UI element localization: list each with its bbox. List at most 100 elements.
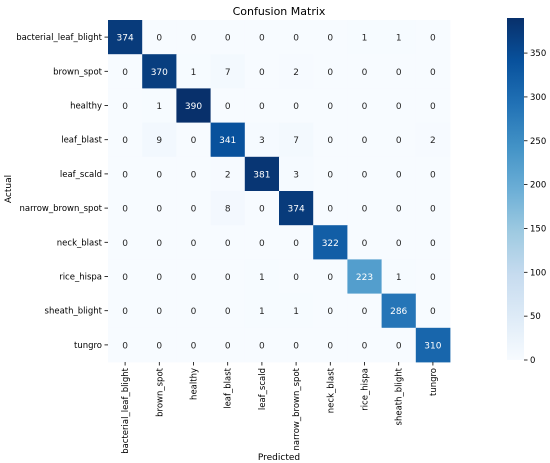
heatmap-cell <box>381 293 417 329</box>
y-tick-label: bacterial_leaf_blight <box>16 33 102 43</box>
heatmap-cell <box>279 156 314 192</box>
x-tick-labels: bacterial_leaf_blight brown_spot healthy le… <box>121 362 439 454</box>
cell-value-label: 0 <box>225 341 231 351</box>
cell-value-label: 1 <box>362 34 368 44</box>
heatmap-cell <box>313 191 348 226</box>
cell-value-label: 1 <box>259 273 265 283</box>
heatmap-cell <box>176 156 211 192</box>
cell-value-label: 1 <box>191 68 197 78</box>
heatmap-cell <box>381 225 417 260</box>
heatmap-cell <box>347 327 382 363</box>
heatmap-cell <box>415 259 451 294</box>
cell-value-label: 0 <box>430 239 436 249</box>
heatmap-cell <box>279 259 314 294</box>
cell-value-label: 0 <box>293 34 299 44</box>
heatmap-cell <box>176 259 211 294</box>
cell-value-label: 0 <box>122 170 128 180</box>
heatmap-cell <box>210 191 246 226</box>
heatmap-cell <box>313 225 348 260</box>
cell-value-label: 0 <box>430 34 436 44</box>
cell-value-label: 7 <box>225 68 231 78</box>
x-tick-label: brown_spot <box>155 367 165 417</box>
heatmap-cell <box>415 327 451 363</box>
cell-value-label: 0 <box>156 273 162 283</box>
cell-value-label: 0 <box>362 68 368 78</box>
heatmap-cell <box>347 20 382 55</box>
cell-value-label: 0 <box>259 205 265 215</box>
cell-value-label: 0 <box>430 102 436 112</box>
cell-value-label: 0 <box>396 68 402 78</box>
cell-value-label: 374 <box>288 205 305 215</box>
heatmap-cell <box>244 327 280 363</box>
heatmap-cell <box>108 156 143 192</box>
x-tick-label: leaf_scald <box>258 368 268 410</box>
cell-value-label: 0 <box>225 102 231 112</box>
cell-value-label: 0 <box>327 68 333 78</box>
cell-value-label: 0 <box>225 239 231 249</box>
cell-value-label: 0 <box>362 205 368 215</box>
heatmap-cell <box>313 122 348 158</box>
cell-value-label: 0 <box>396 341 402 351</box>
heatmap-cell <box>210 88 246 123</box>
heatmap-cell <box>210 293 246 329</box>
heatmap-cell <box>381 20 417 55</box>
heatmap-cell <box>108 88 143 123</box>
heatmap-cell <box>347 122 382 158</box>
heatmap-cell <box>381 88 417 123</box>
heatmap-cell <box>142 156 177 192</box>
colorbar-tick-label: 100 <box>530 268 546 278</box>
cell-value-label: 0 <box>293 239 299 249</box>
cell-value-label: 0 <box>191 170 197 180</box>
heatmap-cell <box>415 54 451 89</box>
x-tick-label: bacterial_leaf_blight <box>121 367 131 453</box>
cell-value-label: 0 <box>362 341 368 351</box>
cell-value-label: 0 <box>156 34 162 44</box>
colorbar-tick-label: 350 <box>530 49 546 59</box>
cell-value-label: 310 <box>424 341 441 351</box>
cell-value-label: 0 <box>327 341 333 351</box>
heatmap-cell <box>210 327 246 363</box>
cell-value-label: 0 <box>122 307 128 317</box>
cell-value-label: 0 <box>122 102 128 112</box>
heatmap-cell <box>176 327 211 363</box>
cell-value-label: 0 <box>327 136 333 146</box>
heatmap-cell <box>176 20 211 55</box>
cell-value-label: 3 <box>293 170 299 180</box>
heatmap-cell <box>210 54 246 89</box>
cell-value-label: 0 <box>122 239 128 249</box>
cell-value-label: 0 <box>122 341 128 351</box>
heatmap-cell <box>415 122 451 158</box>
cell-value-label: 390 <box>185 102 202 112</box>
heatmap-cell <box>176 191 211 226</box>
cell-value-label: 2 <box>430 136 436 146</box>
heatmap-cell <box>244 225 280 260</box>
cell-value-label: 0 <box>327 34 333 44</box>
x-tick-label: sheath_blight <box>395 367 405 425</box>
heatmap-cell <box>244 54 280 89</box>
heatmap-cell <box>279 54 314 89</box>
cell-value-label: 0 <box>396 136 402 146</box>
cell-value-label: 0 <box>396 170 402 180</box>
heatmap-cell <box>381 259 417 294</box>
cell-value-label: 374 <box>117 34 134 44</box>
cell-value-label: 0 <box>362 239 368 249</box>
cell-value-label: 0 <box>430 170 436 180</box>
cell-value-label: 0 <box>259 34 265 44</box>
heatmap-cell <box>415 293 451 329</box>
cell-value-label: 0 <box>259 239 265 249</box>
cell-value-label: 0 <box>293 102 299 112</box>
heatmap-cell <box>108 191 143 226</box>
cell-value-label: 0 <box>430 307 436 317</box>
heatmap-cell <box>313 327 348 363</box>
heatmap-cell <box>279 191 314 226</box>
heatmap-cell <box>347 54 382 89</box>
cell-value-label: 0 <box>156 239 162 249</box>
cell-value-label: 341 <box>219 136 236 146</box>
heatmap-cell <box>381 122 417 158</box>
heatmap-cell <box>279 293 314 329</box>
heatmap-cell <box>176 88 211 123</box>
y-tick-label: neck_blast <box>57 238 103 248</box>
cell-value-label: 223 <box>356 273 373 283</box>
cell-value-label: 1 <box>259 307 265 317</box>
